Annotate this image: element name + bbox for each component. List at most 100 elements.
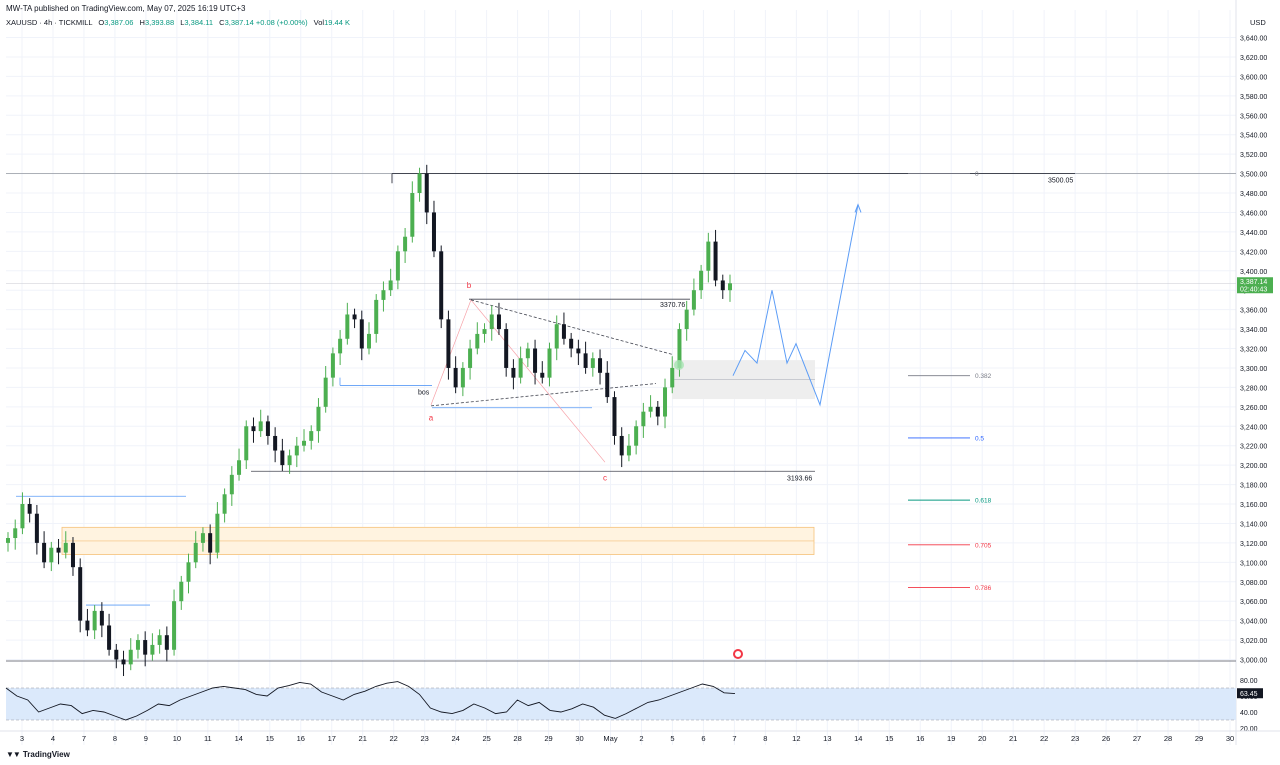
candle-body <box>583 353 588 368</box>
candle-body <box>374 299 379 334</box>
time-tick-label: 21 <box>1009 734 1017 743</box>
price-tick-label: 3,420.00 <box>1240 249 1267 256</box>
volume-label: Vol <box>313 18 325 27</box>
candle-body <box>251 426 256 432</box>
time-tick-label: 16 <box>916 734 924 743</box>
rsi-line <box>5 681 736 721</box>
candle-body <box>323 377 328 407</box>
projection-arrowhead <box>854 203 862 213</box>
time-tick-label: 29 <box>1195 734 1203 743</box>
candle-body <box>511 367 516 378</box>
candle-body <box>533 348 538 373</box>
candle-body <box>598 358 603 373</box>
tradingview-logo-icon: ▼▼ <box>6 750 21 759</box>
price-tick-label: 3,600.00 <box>1240 74 1267 81</box>
price-tick-label: 3,040.00 <box>1240 619 1267 626</box>
candle-body <box>699 270 704 291</box>
candle-body <box>78 567 83 621</box>
price-tick-label: 3,200.00 <box>1240 463 1267 470</box>
candle-body <box>294 445 299 456</box>
candle-body <box>128 649 133 665</box>
fib-label: 0.5 <box>975 435 984 442</box>
time-tick-label: 23 <box>1071 734 1079 743</box>
price-tick-label: 3,160.00 <box>1240 502 1267 509</box>
candle-body <box>482 329 487 334</box>
time-tick-label: 20 <box>978 734 986 743</box>
candle-body <box>453 367 458 388</box>
price-tick-label: 3,100.00 <box>1240 560 1267 567</box>
time-tick-label: 15 <box>266 734 274 743</box>
high-level-label: 3500.05 <box>1048 178 1073 185</box>
candles <box>6 164 732 677</box>
candle-body <box>229 474 234 495</box>
candle-body <box>302 440 307 446</box>
candle-body <box>395 251 400 281</box>
high-label: H <box>139 18 145 27</box>
price-tick-label: 3,060.00 <box>1240 599 1267 606</box>
signal-marker <box>674 360 684 371</box>
time-tick-label: 10 <box>173 734 181 743</box>
time-tick-label: 30 <box>1226 734 1234 743</box>
time-tick-label: 25 <box>482 734 490 743</box>
time-tick-label: 2 <box>639 734 643 743</box>
candle-body <box>525 348 530 359</box>
candle-body <box>172 601 177 650</box>
candle-body <box>150 644 155 655</box>
open-label: O <box>98 18 105 27</box>
price-tick-label: 3,460.00 <box>1240 210 1267 217</box>
candle-body <box>641 411 646 427</box>
candle-body <box>431 212 436 252</box>
candle-body <box>13 528 18 539</box>
mid-level-label: 3370.76 <box>660 302 685 309</box>
candle-body <box>547 348 552 378</box>
time-tick-label: 4 <box>51 734 55 743</box>
bos-label: bos <box>418 389 430 396</box>
projection-path <box>732 204 859 407</box>
price-tick-label: 3,220.00 <box>1240 444 1267 451</box>
candle-body <box>663 387 668 417</box>
candle-body <box>554 324 559 349</box>
price-tick-label: 3,360.00 <box>1240 308 1267 315</box>
price-tick-label: 3,260.00 <box>1240 405 1267 412</box>
candle-body <box>56 547 61 553</box>
close-label: C <box>219 18 225 27</box>
time-tick-label: 24 <box>451 734 459 743</box>
candle-body <box>135 640 140 650</box>
rsi-band <box>6 688 1236 720</box>
time-tick-label: 29 <box>544 734 552 743</box>
candle-body <box>655 406 660 417</box>
candle-body <box>273 435 278 451</box>
candle-body <box>20 504 25 529</box>
candle-body <box>280 450 285 466</box>
price-tick-label: 3,520.00 <box>1240 152 1267 159</box>
time-tick-label: 23 <box>420 734 428 743</box>
high-value: 3,393.88 <box>144 18 175 27</box>
tradingview-footer[interactable]: ▼▼ TradingView <box>6 750 70 759</box>
candle-body <box>713 241 718 281</box>
time-tick-label: 6 <box>701 734 705 743</box>
price-tick-label: 3,020.00 <box>1240 638 1267 645</box>
time-tick-label: 14 <box>235 734 243 743</box>
rsi-tick-label: 20.00 <box>1240 726 1258 733</box>
candle-body <box>92 610 97 631</box>
time-tick-label: 11 <box>204 734 212 743</box>
candle-body <box>107 625 112 650</box>
wave-c-label: c <box>603 474 607 483</box>
price-grid <box>6 10 1236 745</box>
candle-body <box>424 173 429 213</box>
time-tick-label: 7 <box>732 734 736 743</box>
candle-body <box>619 435 624 456</box>
candle-body <box>338 338 343 354</box>
candle-body <box>265 421 270 436</box>
volume-value: 19.44 K <box>324 18 350 27</box>
candle-body <box>489 314 494 330</box>
candle-body <box>475 333 480 349</box>
candle-body <box>720 280 725 291</box>
symbol-name[interactable]: XAUUSD · 4h · TICKMILL <box>6 18 93 27</box>
price-tick-label: 3,180.00 <box>1240 483 1267 490</box>
candle-body <box>49 547 54 563</box>
rsi-tick-label: 80.00 <box>1240 678 1258 685</box>
candle-body <box>569 338 574 349</box>
